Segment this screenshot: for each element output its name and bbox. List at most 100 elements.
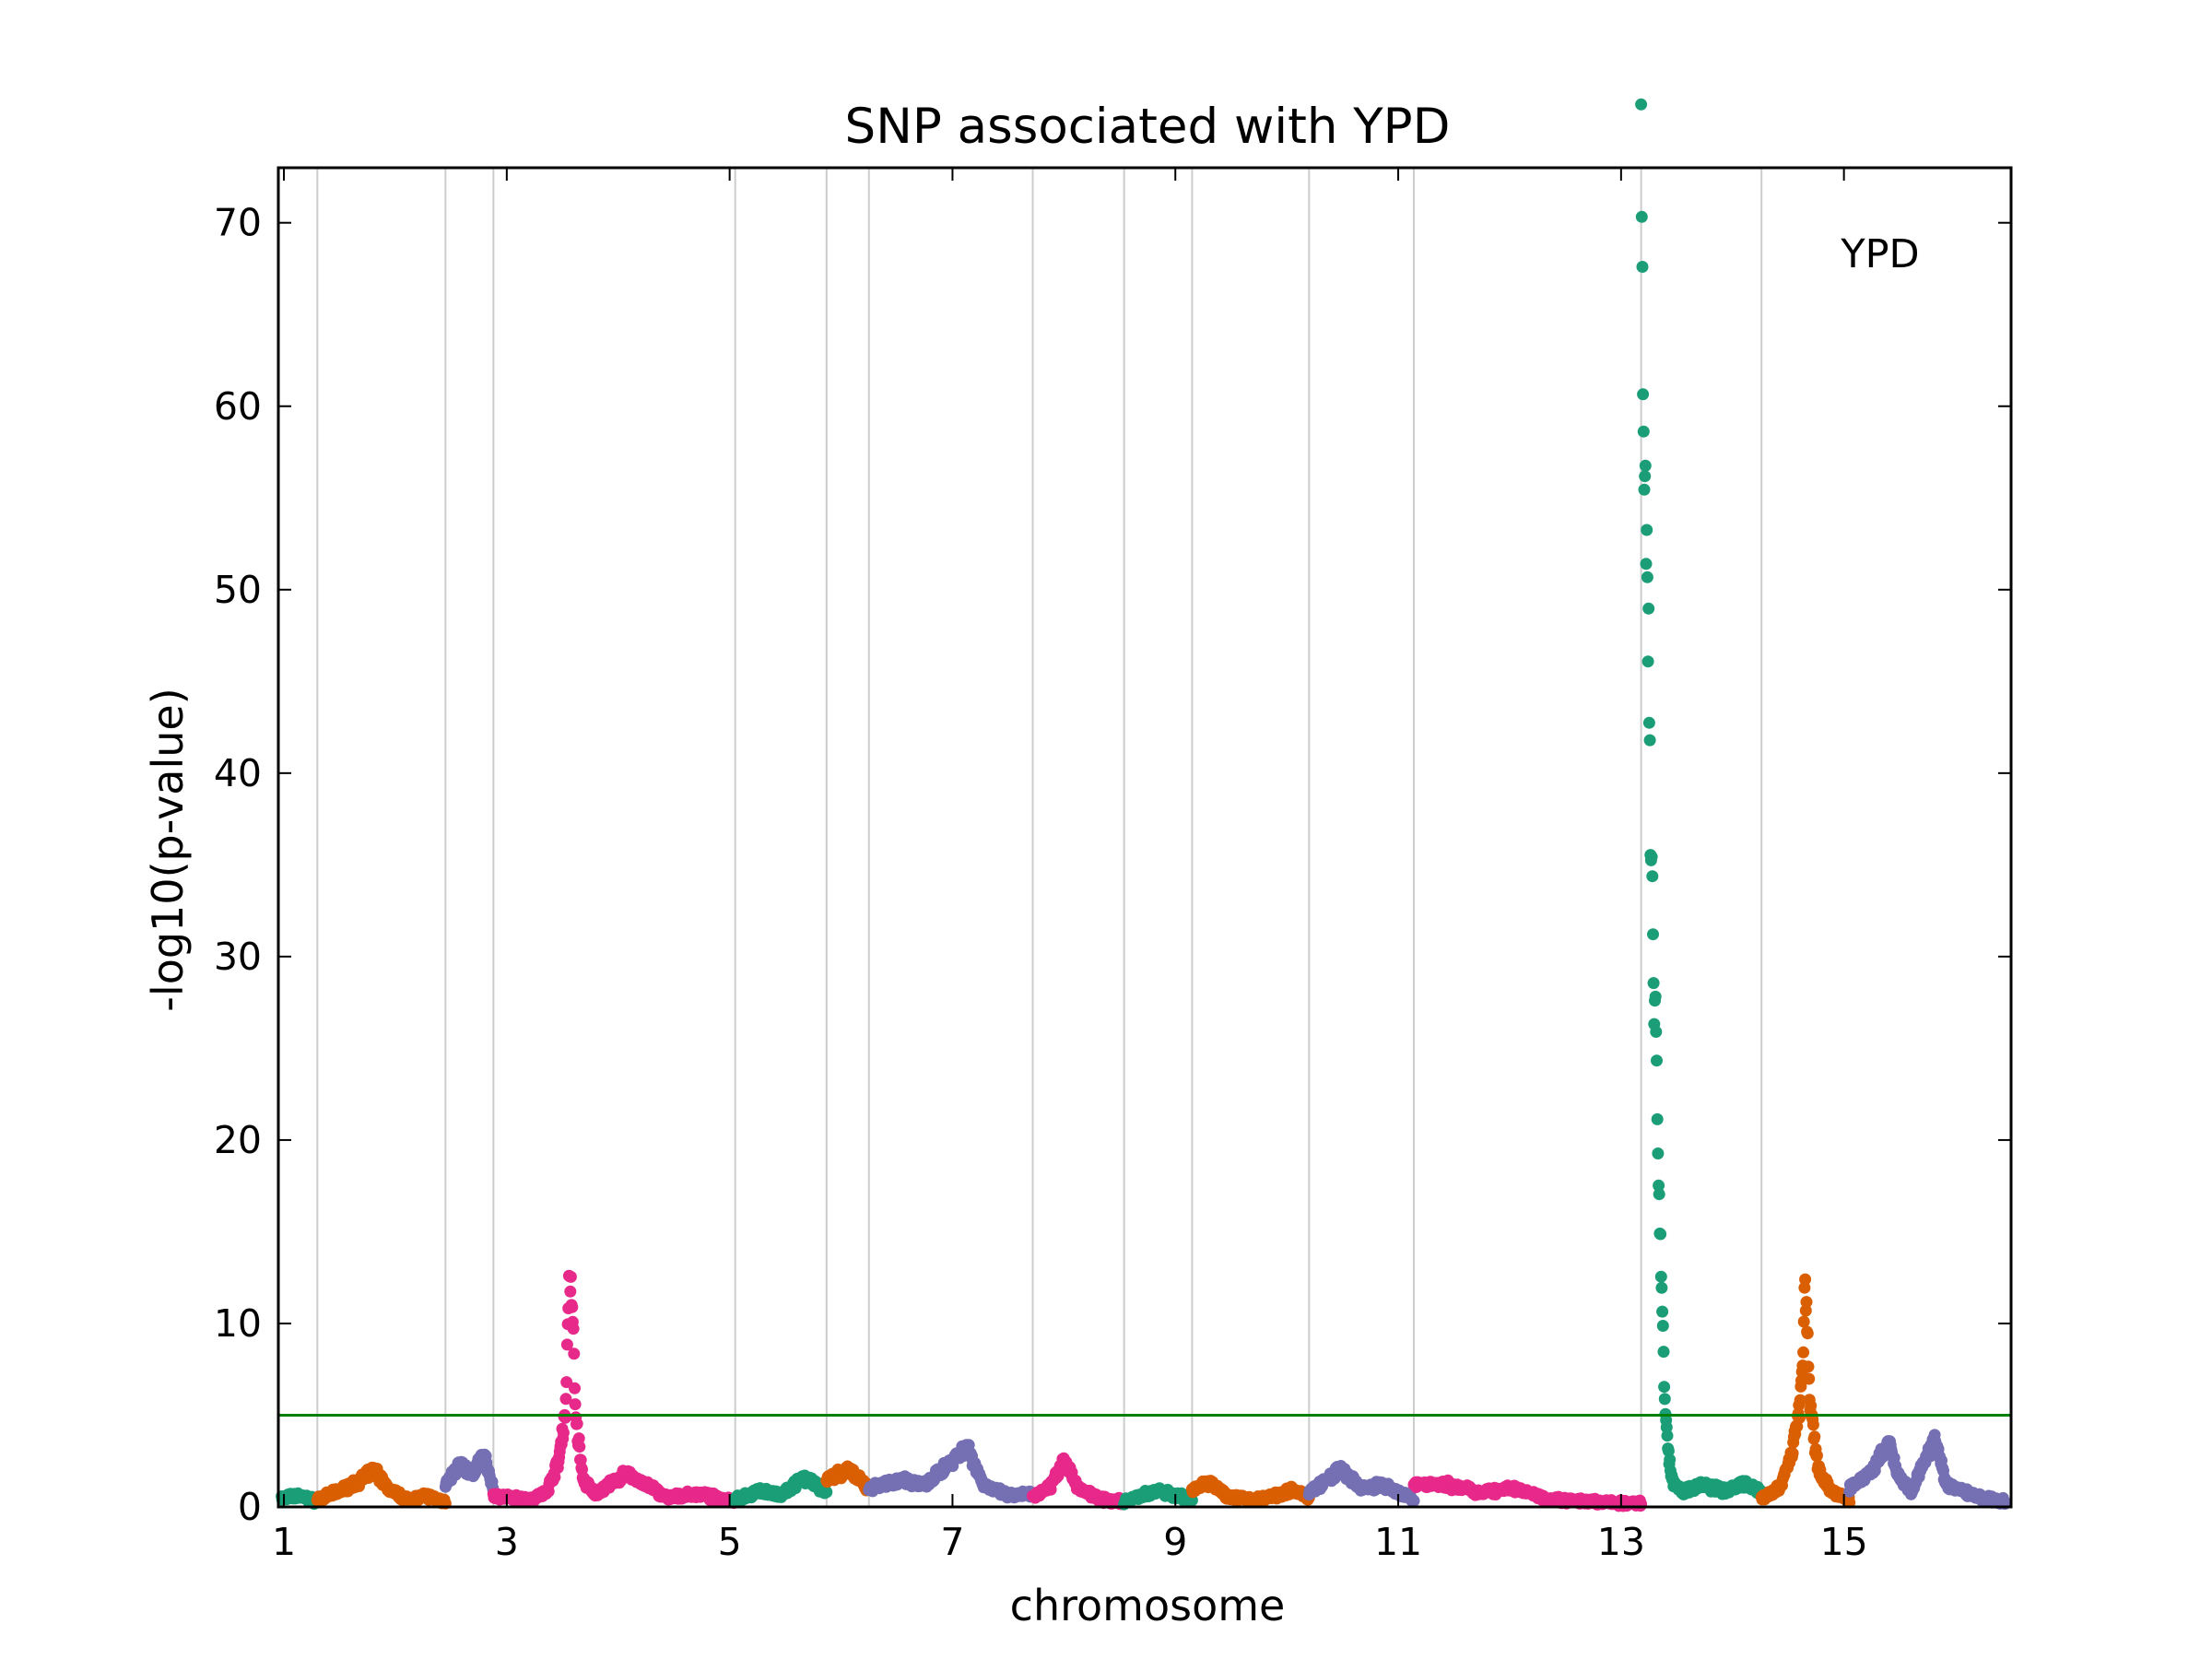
snp-point: [548, 1471, 561, 1484]
snp-point: [1658, 1393, 1671, 1406]
snp-point: [1794, 1411, 1806, 1424]
snp-point: [1651, 1112, 1664, 1125]
snp-point: [564, 1285, 577, 1298]
snp-point: [559, 1411, 571, 1424]
snp-point: [1635, 98, 1648, 111]
y-tick-label: 30: [214, 935, 262, 979]
snp-point: [566, 1300, 579, 1313]
chromosome-5-points: [729, 1469, 833, 1509]
chromosome-7-points: [863, 1439, 1039, 1504]
chromosome-2-points: [311, 1461, 452, 1510]
y-tick-label: 40: [214, 751, 262, 795]
chromosome-14-points: [1755, 1273, 1856, 1509]
snp-point: [1661, 1430, 1674, 1442]
snp-point: [569, 1398, 582, 1411]
snp-point: [1803, 1372, 1816, 1385]
snp-point: [1664, 1453, 1677, 1466]
snp-point: [560, 1338, 573, 1351]
snp-point: [569, 1382, 581, 1394]
chromosome-10-points: [1185, 1475, 1315, 1508]
snp-point: [1800, 1296, 1813, 1309]
snp-point: [1801, 1327, 1814, 1340]
snp-point: [1646, 870, 1659, 883]
y-tick-label: 70: [214, 201, 262, 245]
x-tick-label: 9: [1163, 1520, 1187, 1564]
snp-point: [1794, 1394, 1806, 1406]
snp-point: [1653, 1188, 1665, 1201]
snp-point: [1647, 977, 1660, 990]
snp-point: [1642, 716, 1655, 729]
snp-point: [1797, 1346, 1810, 1359]
snp-point: [1641, 571, 1653, 583]
y-tick-label: 50: [214, 568, 262, 612]
x-tick-label: 3: [495, 1520, 519, 1564]
snp-point: [1641, 655, 1654, 668]
series-annotation: YPD: [1840, 231, 1919, 277]
snp-point: [1651, 1054, 1663, 1067]
snp-point: [1649, 990, 1662, 1003]
snp-point: [1653, 1179, 1665, 1192]
snp-point: [1805, 1399, 1818, 1412]
snp-point: [1656, 1320, 1669, 1332]
y-tick-label: 0: [238, 1485, 262, 1529]
x-tick-label: 11: [1374, 1520, 1422, 1564]
snp-point: [1808, 1430, 1821, 1443]
chromosome-9-points: [1118, 1482, 1198, 1511]
x-tick-label: 7: [940, 1520, 964, 1564]
snp-point: [1639, 470, 1652, 483]
x-axis-label: chromosome: [1010, 1581, 1286, 1630]
snp-point: [1407, 1494, 1420, 1507]
snp-point: [567, 1323, 580, 1335]
snp-point: [560, 1376, 573, 1389]
snp-point: [564, 1270, 577, 1283]
snp-point: [557, 1427, 570, 1439]
snp-point: [1843, 1496, 1856, 1509]
y-axis-label: -log10(p-value): [143, 688, 193, 1011]
snp-point: [1786, 1447, 1799, 1460]
chromosome-4-points: [487, 1269, 742, 1510]
snp-point: [1645, 851, 1658, 864]
snp-points: [276, 98, 2012, 1512]
y-tick-label: 60: [214, 384, 262, 429]
chromosome-3-points: [439, 1448, 500, 1498]
snp-point: [1640, 558, 1653, 571]
chromosome-boundary-lines: [316, 168, 1763, 1507]
y-tick-label: 10: [214, 1301, 262, 1346]
snp-point: [1806, 1418, 1819, 1431]
y-axis-ticks: 0 10 20 30 40 50 60 70: [214, 201, 2011, 1529]
snp-point: [571, 1418, 583, 1430]
snp-point: [1652, 1147, 1665, 1159]
snp-point: [1797, 1315, 1810, 1328]
snp-point: [1650, 1026, 1663, 1038]
snp-point: [1799, 1304, 1812, 1317]
snp-point: [1637, 388, 1650, 401]
chart-title: SNP associated with YPD: [845, 99, 1451, 155]
snp-point: [1635, 210, 1648, 223]
snp-point: [1643, 734, 1656, 747]
snp-point: [820, 1486, 833, 1499]
x-tick-label: 5: [718, 1520, 742, 1564]
snp-point: [1635, 1498, 1648, 1511]
plot-frame: [276, 166, 2013, 1509]
snp-point: [1662, 1444, 1675, 1457]
chromosome-15-points: [1843, 1429, 2012, 1511]
snp-point: [1641, 524, 1653, 536]
snp-point: [1657, 1346, 1670, 1359]
snp-point: [1656, 1305, 1669, 1318]
snp-point: [559, 1393, 572, 1406]
snp-point: [1639, 459, 1652, 472]
x-tick-label: 13: [1597, 1520, 1645, 1564]
y-tick-label: 20: [214, 1118, 262, 1162]
snp-point: [1799, 1273, 1812, 1286]
snp-point: [1811, 1449, 1823, 1462]
snp-point: [1638, 483, 1651, 496]
snp-point: [1655, 1281, 1668, 1294]
chromosome-8-points: [1027, 1452, 1131, 1511]
snp-point: [1658, 1381, 1671, 1394]
snp-point: [1642, 602, 1655, 615]
snp-point: [1637, 425, 1650, 438]
x-tick-label: 15: [1820, 1520, 1868, 1564]
snp-point: [568, 1347, 581, 1360]
snp-point: [573, 1441, 586, 1453]
